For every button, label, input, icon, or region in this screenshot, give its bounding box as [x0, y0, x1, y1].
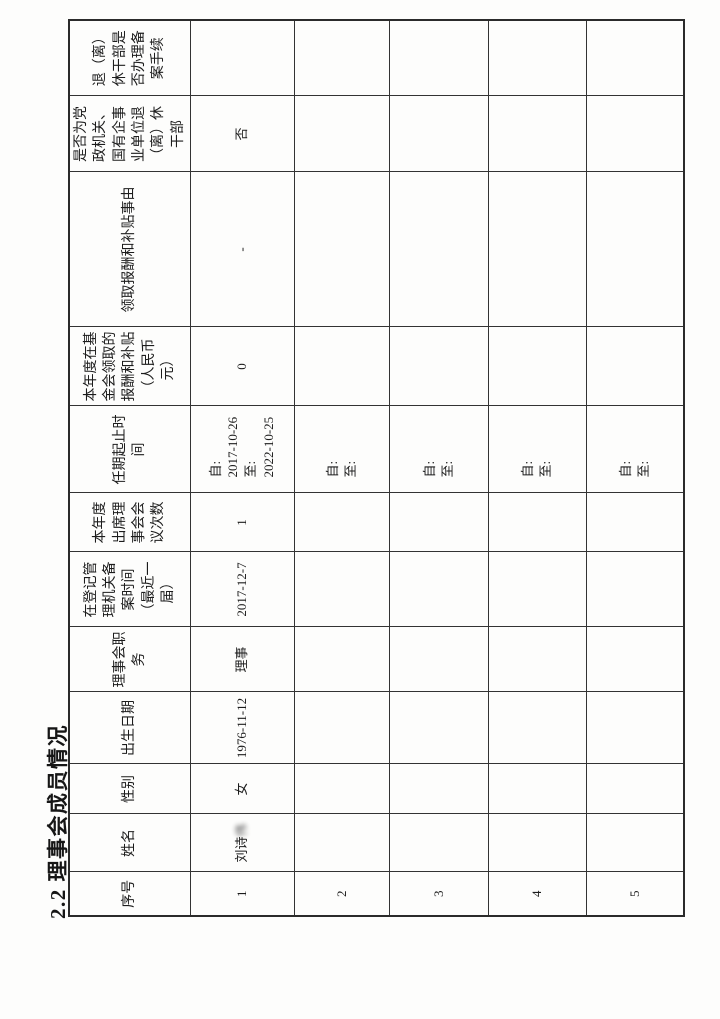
- table-cell: 0: [190, 327, 295, 406]
- table-cell: 4: [488, 872, 587, 916]
- column-header: 出生日期: [69, 692, 191, 764]
- table-cell: [488, 327, 587, 406]
- table-cell: [586, 627, 685, 692]
- column-header: 本年度出席理事会会议次数: [69, 493, 191, 552]
- table-cell: 2017-12-7: [190, 552, 295, 627]
- table-cell: [389, 627, 489, 692]
- table-cell: [488, 96, 587, 172]
- table-cell: [389, 764, 489, 814]
- table-cell: [294, 172, 390, 327]
- table-row: 3 自: 至:: [389, 20, 489, 916]
- table-cell: 1: [190, 493, 295, 552]
- table-cell: [389, 20, 489, 96]
- table-cell: [488, 627, 587, 692]
- table-cell: 理事: [190, 627, 295, 692]
- table-cell: 1976-11-12: [190, 692, 295, 764]
- header-row: 序号 姓名 性别 出生日期 理事会职务 在登记管理机关备案时间（最近一届） 本年度出席理事会…: [69, 20, 191, 916]
- table-cell: [488, 552, 587, 627]
- table-cell: [488, 814, 587, 872]
- table-cell: [294, 96, 390, 172]
- table-cell: [586, 764, 685, 814]
- column-header: 是否为党政机关、国有企事业单位退（离）休干部: [69, 96, 191, 172]
- table-cell: 自: 至:: [586, 406, 685, 493]
- table-cell: [488, 20, 587, 96]
- table-cell: [389, 96, 489, 172]
- table-cell: [586, 96, 685, 172]
- table-cell: [488, 172, 587, 327]
- table-row: 2 自: 至:: [294, 20, 390, 916]
- column-header: 退（离）休干部是否办理备案手续: [69, 20, 191, 96]
- column-header: 理事会职务: [69, 627, 191, 692]
- column-header: 任期起止时间: [69, 406, 191, 493]
- table-cell: [488, 493, 587, 552]
- table-cell: [190, 20, 295, 96]
- table-cell: [294, 814, 390, 872]
- table-cell: [294, 692, 390, 764]
- table-cell: 自: 至:: [294, 406, 390, 493]
- table-cell: [586, 552, 685, 627]
- council-table-body: 序号 姓名 性别 出生日期 理事会职务 在登记管理机关备案时间（最近一届） 本年度出席理事会…: [69, 20, 685, 916]
- table-cell: 1: [190, 872, 295, 916]
- table-cell: [389, 692, 489, 764]
- table-cell: [294, 327, 390, 406]
- table-cell: [586, 327, 685, 406]
- column-header: 姓名: [69, 814, 191, 872]
- table-cell: [389, 327, 489, 406]
- column-header: 本年度在基金会领取的报酬和补贴（人民币元）: [69, 327, 191, 406]
- table-cell: 2: [294, 872, 390, 916]
- table-cell: 自: 至:: [488, 406, 587, 493]
- table-cell: 3: [389, 872, 489, 916]
- table-cell: 否: [190, 96, 295, 172]
- table-cell: 刘诗伟: [190, 814, 295, 872]
- column-header: 领取报酬和补贴事由: [69, 172, 191, 327]
- table-row: 1 刘诗伟女 1976-11-12 理事 2017-12-7 1 自: 2017-10-26…: [190, 20, 295, 916]
- table-cell: [586, 814, 685, 872]
- table-cell: [488, 764, 587, 814]
- table-cell: [294, 764, 390, 814]
- table-cell: [294, 493, 390, 552]
- table-cell: [294, 627, 390, 692]
- table-cell: [586, 493, 685, 552]
- table-cell: [586, 692, 685, 764]
- column-header: 在登记管理机关备案时间（最近一届）: [69, 552, 191, 627]
- table-cell: [389, 814, 489, 872]
- member-name: 刘诗: [234, 836, 250, 863]
- table-cell: 自: 至:: [389, 406, 489, 493]
- column-header: 性别: [69, 764, 191, 814]
- column-header: 序号: [69, 872, 191, 916]
- table-cell: [389, 493, 489, 552]
- table-cell: [294, 20, 390, 96]
- table-cell: -: [190, 172, 295, 327]
- table-row: 5 自: 至:: [586, 20, 685, 916]
- table-cell: [389, 172, 489, 327]
- table-cell: 自: 2017-10-26 至: 2022-10-25: [190, 406, 295, 493]
- table-row: 4 自: 至:: [488, 20, 587, 916]
- table-cell: 5: [586, 872, 685, 916]
- redacted-name-character: 伟: [234, 823, 250, 837]
- table-cell: [488, 692, 587, 764]
- table-cell: [586, 20, 685, 96]
- table-cell: [389, 552, 489, 627]
- table-cell: [294, 552, 390, 627]
- council-members-table: 序号 姓名 性别 出生日期 理事会职务 在登记管理机关备案时间（最近一届） 本年度出席理事会…: [68, 19, 686, 917]
- table-cell: 女: [190, 764, 295, 814]
- table-cell: [586, 172, 685, 327]
